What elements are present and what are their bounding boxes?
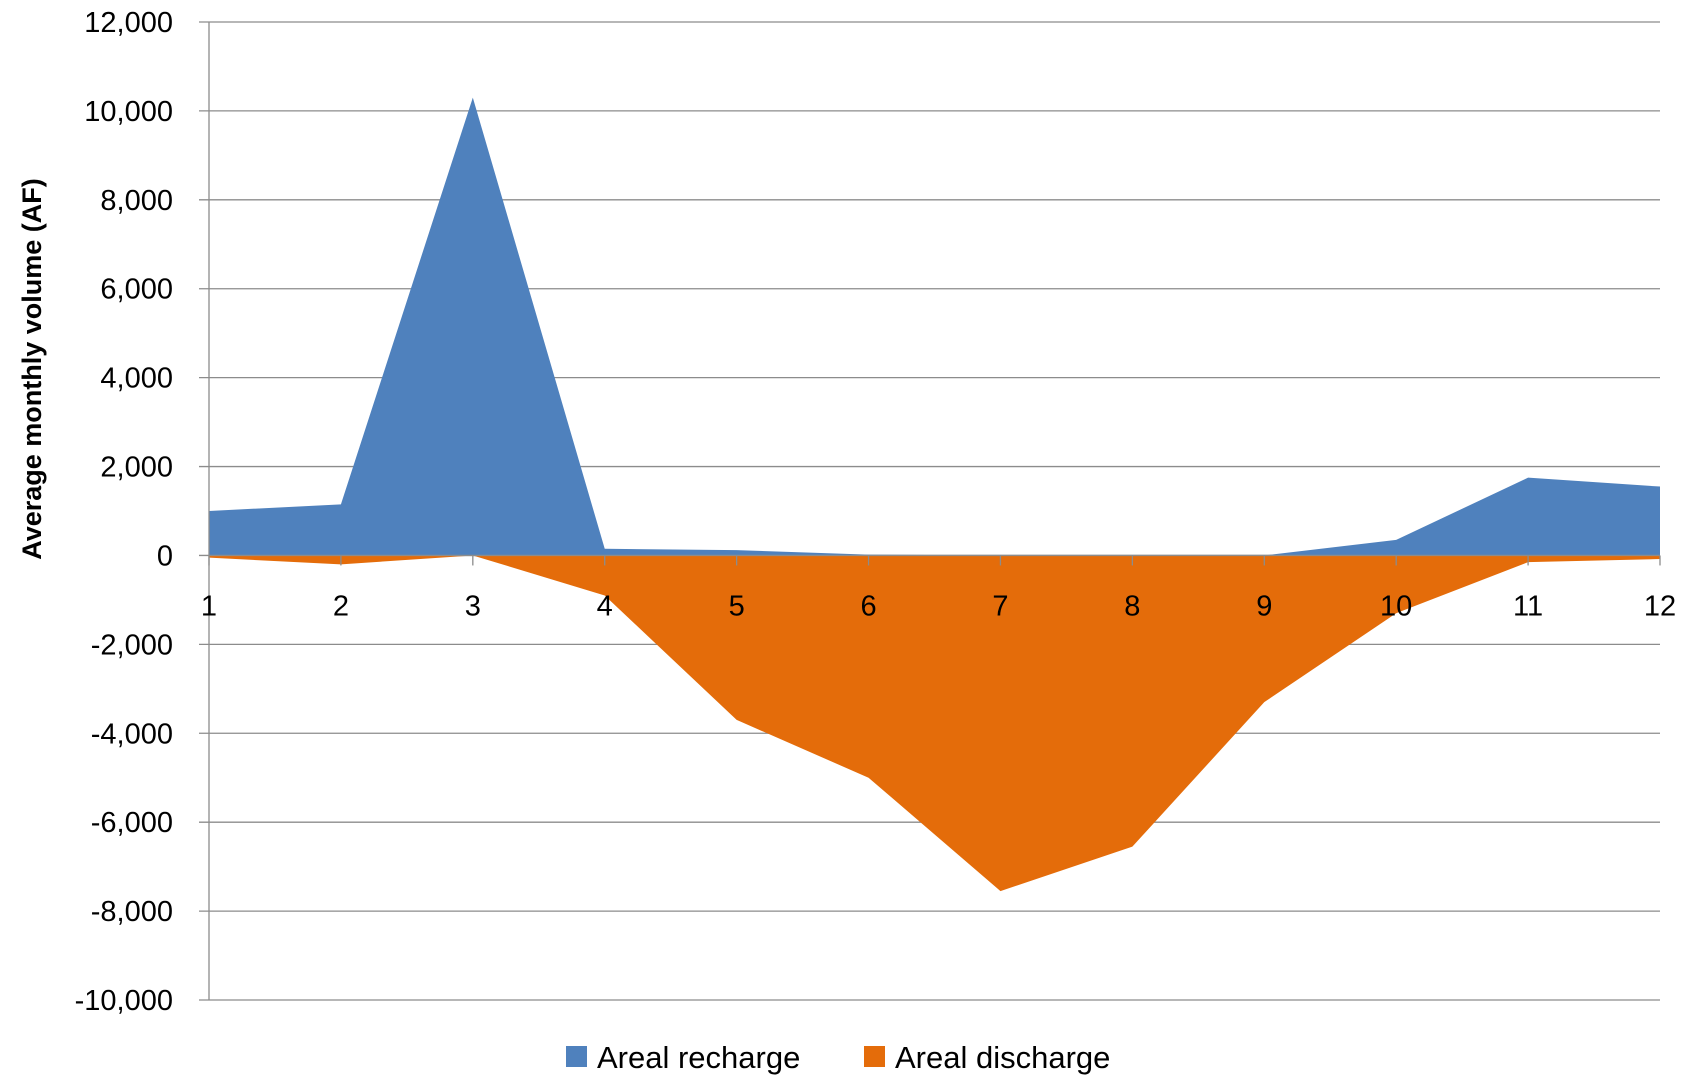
x-tick-labels: 1 2 3 4 5 6 7 8 9 10 11 12 xyxy=(201,590,1676,622)
y-tick-label: -4,000 xyxy=(91,718,173,750)
y-axis-title: Average monthly volume (AF) xyxy=(17,178,47,560)
x-tick-label: 8 xyxy=(1124,590,1140,622)
x-tick-label: 11 xyxy=(1513,590,1543,622)
x-tick-label: 3 xyxy=(465,590,481,622)
y-tick-label: 0 xyxy=(157,540,173,572)
areal-discharge-area xyxy=(209,555,1660,892)
x-tick-label: 6 xyxy=(860,590,876,622)
y-tick-label: 10,000 xyxy=(84,96,173,128)
legend-label-areal-recharge: Areal recharge xyxy=(597,1040,800,1075)
y-tick-label: -8,000 xyxy=(91,896,173,928)
plot-areas xyxy=(209,97,1660,892)
x-tick-label: 10 xyxy=(1380,590,1412,622)
legend-swatch-areal-discharge xyxy=(864,1046,885,1067)
y-tick-label: -6,000 xyxy=(91,807,173,839)
y-tick-label: 6,000 xyxy=(100,274,173,306)
axes xyxy=(208,22,1661,1000)
y-tick-labels: 12,000 10,000 8,000 6,000 4,000 2,000 0 -2,000 -… xyxy=(75,7,173,1017)
x-tick-label: 5 xyxy=(729,590,745,622)
x-tick-label: 2 xyxy=(333,590,349,622)
legend: Areal recharge Areal discharge xyxy=(566,1040,1110,1075)
x-tick-label: 12 xyxy=(1644,590,1676,622)
legend-swatch-areal-recharge xyxy=(566,1046,587,1067)
x-tick-label: 7 xyxy=(992,590,1008,622)
y-tick-label: 12,000 xyxy=(84,7,173,39)
legend-label-areal-discharge: Areal discharge xyxy=(895,1040,1110,1075)
y-tick-label: -2,000 xyxy=(91,629,173,661)
y-tick-label: -10,000 xyxy=(75,985,173,1017)
x-tick-label: 4 xyxy=(597,590,613,622)
areal-recharge-area xyxy=(209,97,1660,556)
y-tick-label: 2,000 xyxy=(100,452,173,484)
y-tick-label: 4,000 xyxy=(100,363,173,395)
y-tick-label: 8,000 xyxy=(100,185,173,217)
x-tick-label: 1 xyxy=(201,590,217,622)
x-tick-label: 9 xyxy=(1256,590,1272,622)
